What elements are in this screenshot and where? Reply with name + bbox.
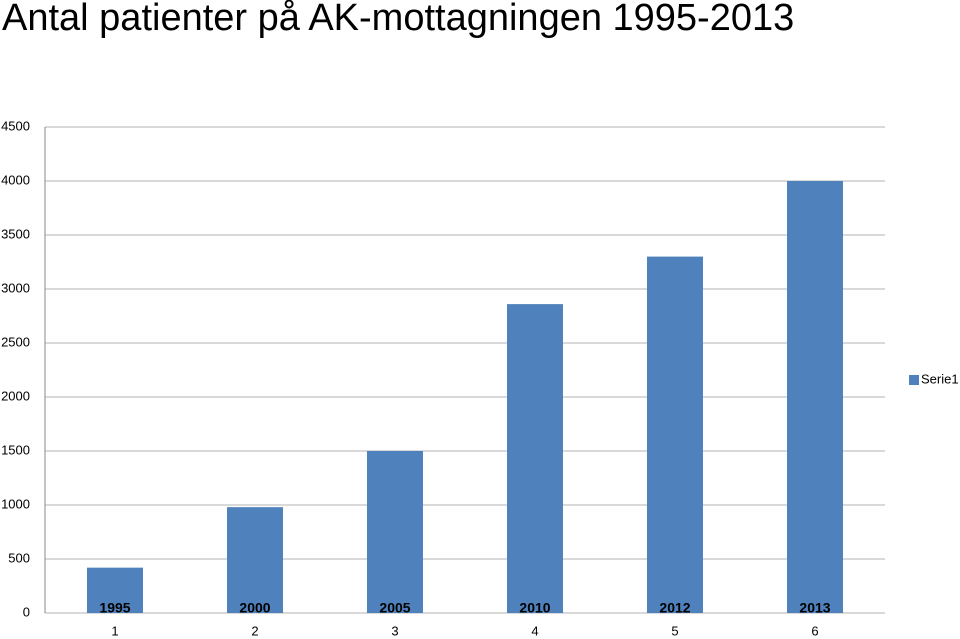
bar (647, 256, 703, 613)
chart-title: Antal patienter på AK-mottagningen 1995-… (2, 0, 794, 39)
y-tick-label: 3500 (1, 226, 30, 241)
annotation: 1995 (99, 600, 130, 616)
y-tick-label: 3000 (1, 280, 30, 295)
annotation: 2012 (659, 600, 690, 616)
y-tick-label: 4500 (1, 118, 30, 133)
x-tick-label: 3 (391, 623, 398, 638)
y-tick-label: 1000 (1, 496, 30, 511)
y-tick-label: 1500 (1, 442, 30, 457)
y-tick-label: 2000 (1, 388, 30, 403)
annotation: 2005 (379, 600, 410, 616)
bar (507, 304, 563, 613)
bar (787, 181, 843, 613)
x-tick-label: 2 (251, 623, 258, 638)
bar (227, 507, 283, 613)
legend-label: Serie1 (921, 371, 959, 386)
annotation: 2000 (239, 600, 270, 616)
x-tick-label: 6 (811, 623, 818, 638)
y-tick-label: 0 (23, 604, 30, 619)
x-tick-label: 1 (111, 623, 118, 638)
x-tick-label: 4 (531, 623, 538, 638)
y-tick-label: 500 (8, 550, 30, 565)
annotation: 2013 (799, 600, 830, 616)
legend-swatch (909, 375, 919, 385)
y-tick-label: 4000 (1, 172, 30, 187)
bar (367, 451, 423, 613)
x-tick-label: 5 (671, 623, 678, 638)
annotation: 2010 (519, 600, 550, 616)
y-tick-label: 2500 (1, 334, 30, 349)
bar (87, 567, 143, 613)
